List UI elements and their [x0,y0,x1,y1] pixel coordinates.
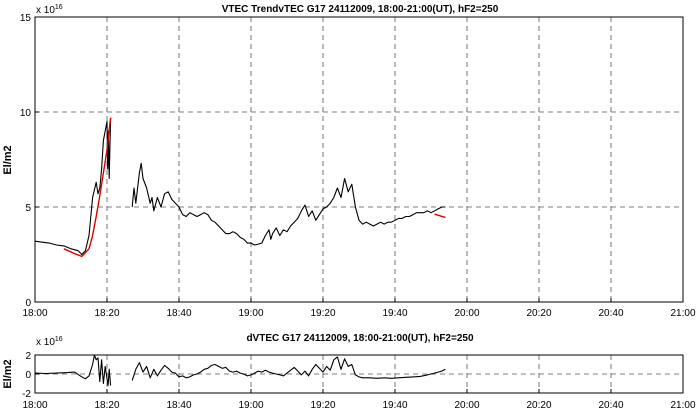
dvtec-y-axis-label: El/m2 [2,359,14,388]
vtec-x-tick-label: 18:00 [22,308,47,319]
vtec-x-tick-label: 19:00 [238,308,263,319]
vtec-grid [35,17,683,302]
dvtec-x-tick-label: 18:40 [166,400,191,411]
dvtec-y-tick-label: -2 [22,389,31,400]
dvtec-chart-title: dVTEC G17 24112009, 18:00-21:00(UT), hF2… [246,333,474,344]
dvtec-panel: dVTEC G17 24112009, 18:00-21:00(UT), hF2… [2,333,696,411]
vtec-x-tick-label: 20:00 [454,308,479,319]
vtec-y-tick-label: 10 [20,108,32,119]
vtec-chart-title: VTEC TrendvTEC G17 24112009, 18:00-21:00… [222,4,499,15]
vtec-series-vtec-line [34,117,112,256]
vtec-x-tick-label: 20:20 [526,308,551,319]
dvtec-x-tick-label: 19:00 [238,400,263,411]
vtec-x-tick-label: 19:20 [310,308,335,319]
vtec-y-axis-label: El/m2 [2,145,14,174]
vtec-y-multiplier: x 1016 [36,4,63,16]
vtec-series [34,117,446,258]
dvtec-series-dvtec-line [131,356,446,381]
vtec-y-tick-label: 0 [25,298,31,309]
dvtec-grid [35,355,683,393]
vtec-x-tick-label: 18:20 [94,308,119,319]
vtec-x-ticks: 18:00 18:20 18:40 19:00 19:20 19:40 20:00 20:20… [22,298,696,319]
vtec-series-trend-line [434,213,446,219]
vtec-series-vtec-line [131,162,446,246]
vtec-x-tick-label: 19:40 [382,308,407,319]
dvtec-y-ticks: -2 0 2 [22,351,39,400]
vtec-plot-frame [34,16,684,303]
dvtec-x-tick-label: 21:00 [670,400,695,411]
vtec-y-ticks: 0 5 10 15 [20,13,39,309]
dvtec-x-tick-label: 20:00 [454,400,479,411]
dvtec-x-tick-label: 18:20 [94,400,119,411]
dvtec-y-tick-label: 0 [25,370,31,381]
dvtec-y-tick-label: 2 [25,351,31,362]
dvtec-y-multiplier: x 1016 [36,336,63,348]
dvtec-x-tick-label: 20:20 [526,400,551,411]
dvtec-series-dvtec-line [34,354,112,386]
dvtec-x-ticks: 18:00 18:20 18:40 19:00 19:20 19:40 20:00 20:20… [22,389,696,411]
vtec-panel: VTEC TrendvTEC G17 24112009, 18:00-21:00… [2,4,696,319]
dvtec-series [34,354,446,386]
vtec-y-tick-label: 5 [25,203,31,214]
dvtec-x-tick-label: 19:20 [310,400,335,411]
dvtec-x-tick-label: 20:40 [598,400,623,411]
dvtec-x-tick-label: 19:40 [382,400,407,411]
vtec-y-tick-label: 15 [20,13,32,24]
dvtec-x-tick-label: 18:00 [22,400,47,411]
vtec-x-tick-label: 21:00 [670,308,695,319]
vtec-x-tick-label: 18:40 [166,308,191,319]
vtec-x-tick-label: 20:40 [598,308,623,319]
vtec-series-trend-line [63,117,112,258]
